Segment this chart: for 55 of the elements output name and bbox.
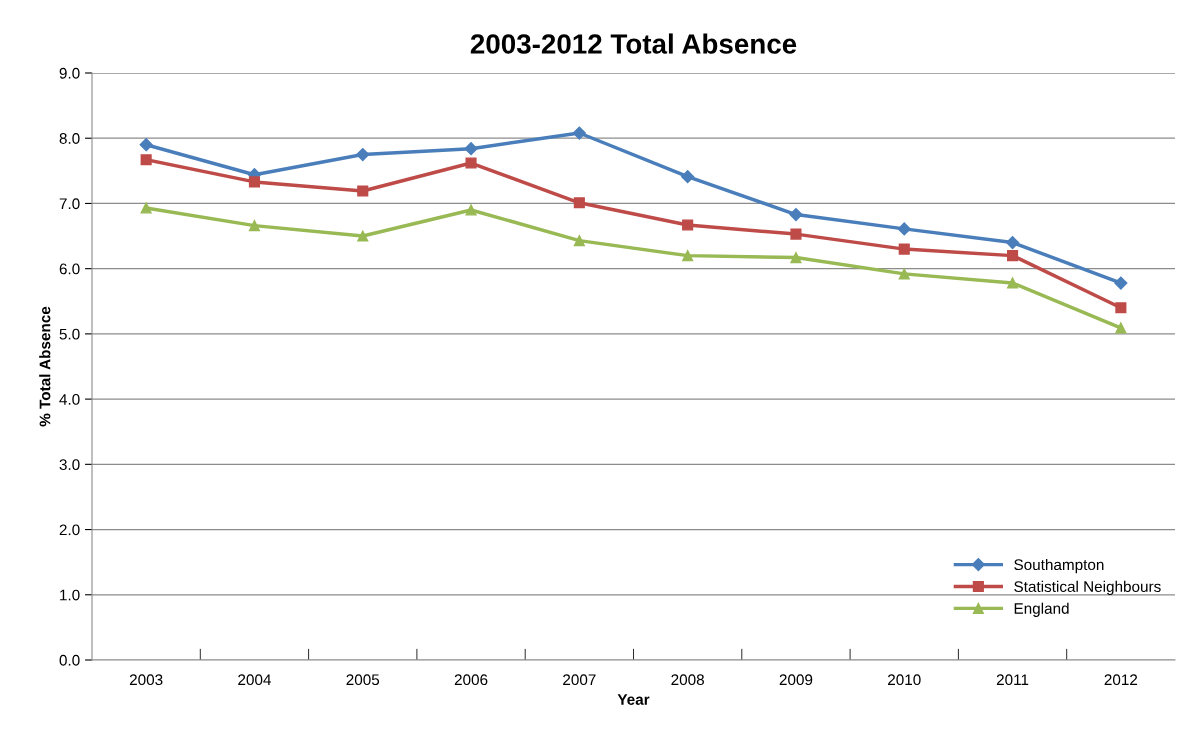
point	[139, 138, 153, 152]
point	[789, 207, 803, 222]
point	[465, 157, 477, 169]
point	[682, 219, 694, 231]
point	[790, 228, 802, 240]
x-tick-label: 2003	[129, 674, 163, 686]
y-tick-label: 3.0	[59, 459, 80, 471]
point	[1115, 302, 1127, 314]
point	[140, 202, 152, 214]
point	[790, 252, 802, 264]
y-axis-title: % Total Absence	[39, 306, 51, 427]
chart-title: 2003-2012 Total Absence	[470, 33, 797, 54]
point	[572, 126, 586, 140]
point	[248, 220, 261, 232]
point	[898, 268, 910, 280]
y-tick-label: 8.0	[59, 133, 80, 144]
x-tick-label: 2011	[996, 674, 1029, 686]
y-tick-label: 9.0	[59, 67, 80, 79]
x-tick-label: 2006	[454, 674, 488, 686]
x-tick-label: 2010	[888, 674, 921, 686]
point	[357, 230, 369, 242]
legend-label: England	[1014, 602, 1069, 617]
y-tick-label: 7.0	[59, 198, 80, 210]
y-tick-label: 5.0	[59, 328, 80, 340]
x-axis-title: Year	[617, 694, 650, 705]
legend-label: Southampton	[1014, 558, 1104, 574]
point	[573, 197, 585, 209]
point	[1115, 322, 1127, 334]
point	[464, 142, 478, 156]
point	[357, 185, 369, 197]
y-tick-label: 1.0	[60, 589, 80, 601]
point	[140, 154, 152, 166]
x-tick-label: 2012	[1104, 674, 1138, 686]
y-tick-label: 4.0	[59, 393, 80, 405]
point	[681, 170, 695, 184]
x-tick-label: 2005	[346, 674, 380, 686]
x-tick-label: 2009	[779, 674, 813, 686]
point	[465, 204, 477, 216]
point	[1006, 250, 1019, 262]
x-tick-label: 2008	[671, 674, 704, 686]
point	[682, 250, 694, 262]
point	[1005, 235, 1020, 250]
legend-label: Statistical Neighbours	[1014, 580, 1161, 596]
point	[1006, 277, 1019, 289]
point	[248, 176, 261, 188]
y-tick-label: 6.0	[59, 263, 80, 275]
point	[573, 235, 585, 247]
y-tick-label: 0.0	[59, 654, 80, 666]
point	[1114, 276, 1128, 290]
y-tick-label: 2.0	[59, 524, 80, 536]
point	[356, 147, 370, 162]
x-tick-label: 2007	[563, 674, 596, 686]
x-tick-label: 2004	[238, 674, 271, 686]
point	[897, 222, 911, 236]
point	[898, 243, 910, 255]
